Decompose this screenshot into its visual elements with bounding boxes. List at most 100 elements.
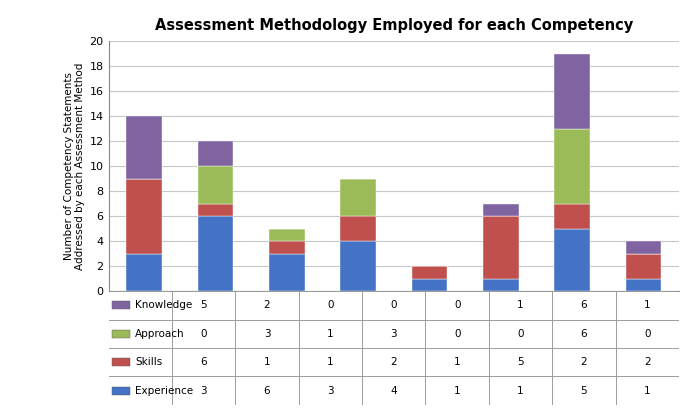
Text: 1: 1 (327, 329, 334, 339)
Bar (299, 376, 362, 405)
Bar (426, 320, 489, 348)
Bar (483, 204, 519, 216)
Bar (340, 241, 376, 291)
Text: Knowledge: Knowledge (135, 300, 192, 310)
Text: 1: 1 (517, 300, 524, 310)
Bar (554, 129, 590, 204)
Bar (362, 320, 426, 348)
Bar (362, 348, 426, 376)
Bar (299, 320, 362, 348)
Bar (626, 279, 662, 291)
Text: 0: 0 (200, 329, 206, 339)
Text: 4: 4 (391, 386, 397, 396)
Bar (489, 320, 552, 348)
Bar (197, 204, 233, 216)
Bar (626, 241, 662, 254)
Text: Skills: Skills (135, 357, 162, 367)
Text: 0: 0 (327, 300, 334, 310)
Text: 5: 5 (200, 300, 207, 310)
Bar (126, 179, 162, 254)
Bar (554, 229, 590, 291)
Bar (235, 348, 299, 376)
Bar (552, 376, 615, 405)
Text: 6: 6 (580, 329, 587, 339)
Text: 1: 1 (454, 386, 461, 396)
Bar (426, 291, 489, 320)
Bar (489, 348, 552, 376)
Bar (615, 348, 679, 376)
Text: 1: 1 (264, 357, 270, 367)
Bar (615, 291, 679, 320)
Text: 6: 6 (200, 357, 207, 367)
Bar (235, 376, 299, 405)
Bar (235, 291, 299, 320)
Bar (172, 376, 235, 405)
Text: 1: 1 (644, 300, 650, 310)
Bar (340, 216, 376, 241)
Title: Assessment Methodology Employed for each Competency: Assessment Methodology Employed for each… (155, 18, 633, 33)
Bar (489, 291, 552, 320)
Bar (554, 204, 590, 229)
Bar (172, 291, 235, 320)
Bar (126, 116, 162, 179)
Bar (489, 376, 552, 405)
Bar (112, 330, 130, 338)
Text: 1: 1 (517, 386, 524, 396)
Bar (362, 291, 426, 320)
Bar (340, 179, 376, 216)
Bar (299, 291, 362, 320)
Bar (269, 254, 304, 291)
Bar (483, 279, 519, 291)
Bar (615, 320, 679, 348)
Text: 1: 1 (327, 357, 334, 367)
Bar (426, 376, 489, 405)
Bar (554, 54, 590, 129)
Bar (112, 358, 130, 366)
Bar (412, 279, 447, 291)
Bar (172, 348, 235, 376)
Text: 1: 1 (644, 386, 650, 396)
Text: 2: 2 (580, 357, 587, 367)
Text: 2: 2 (264, 300, 270, 310)
Text: 0: 0 (517, 329, 524, 339)
Text: 0: 0 (644, 329, 650, 339)
Bar (299, 348, 362, 376)
Bar (615, 376, 679, 405)
Bar (483, 216, 519, 279)
Y-axis label: Number of Competency Statements
Addressed by each Assessment Method: Number of Competency Statements Addresse… (64, 62, 85, 270)
Text: 3: 3 (391, 329, 397, 339)
Bar (412, 266, 447, 279)
Text: 2: 2 (391, 357, 397, 367)
Text: 0: 0 (391, 300, 397, 310)
Text: Approach: Approach (135, 329, 185, 339)
Bar (126, 254, 162, 291)
Text: 2: 2 (644, 357, 650, 367)
Text: 6: 6 (264, 386, 270, 396)
Bar (112, 301, 130, 309)
Bar (269, 229, 304, 241)
Bar (108, 320, 172, 348)
Text: 1: 1 (454, 357, 461, 367)
Bar (269, 241, 304, 254)
Text: 0: 0 (454, 329, 461, 339)
Bar (362, 376, 426, 405)
Bar (108, 291, 172, 320)
Bar (197, 141, 233, 166)
Text: 5: 5 (580, 386, 587, 396)
Bar (552, 291, 615, 320)
Bar (172, 320, 235, 348)
Bar (108, 376, 172, 405)
Text: 5: 5 (517, 357, 524, 367)
Bar (197, 216, 233, 291)
Text: 3: 3 (200, 386, 207, 396)
Text: 6: 6 (580, 300, 587, 310)
Bar (112, 387, 130, 394)
Bar (552, 348, 615, 376)
Text: 0: 0 (454, 300, 461, 310)
Bar (626, 254, 662, 279)
Bar (108, 348, 172, 376)
Text: 3: 3 (327, 386, 334, 396)
Bar (235, 320, 299, 348)
Text: 3: 3 (264, 329, 270, 339)
Bar (552, 320, 615, 348)
